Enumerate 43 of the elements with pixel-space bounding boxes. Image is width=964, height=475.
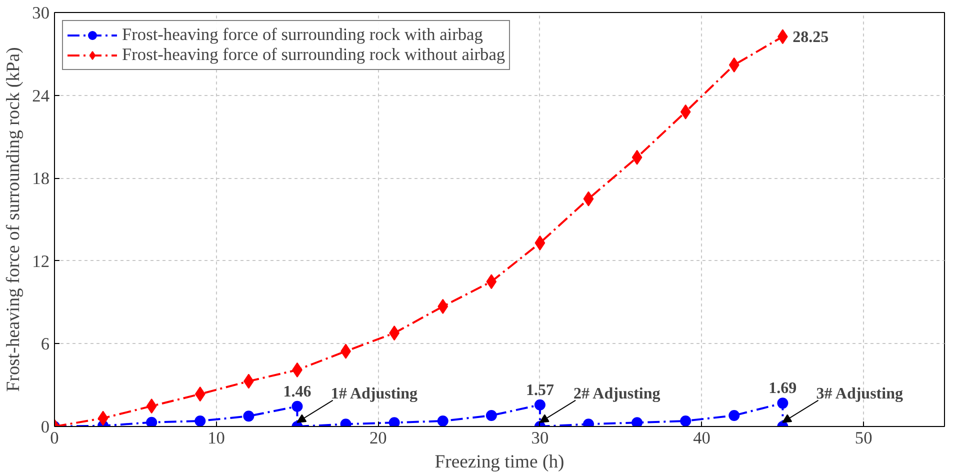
point bbox=[292, 400, 303, 412]
point bbox=[486, 410, 497, 421]
point bbox=[194, 415, 206, 426]
point bbox=[777, 398, 788, 409]
point bbox=[98, 410, 108, 426]
point bbox=[438, 298, 448, 314]
point bbox=[632, 150, 642, 165]
y-tick-label: 6 bbox=[40, 334, 50, 354]
point bbox=[534, 399, 546, 410]
point bbox=[388, 417, 400, 426]
x-tick-label: 10 bbox=[208, 428, 225, 448]
y-tick-label: 18 bbox=[32, 169, 50, 188]
point bbox=[680, 415, 692, 426]
x-tick-label: 40 bbox=[693, 428, 710, 448]
point bbox=[437, 415, 448, 426]
point bbox=[680, 104, 691, 120]
y-axis-title: Frost-heaving force of surrounding rock (kPa) bbox=[3, 47, 24, 392]
annotation: 3# Adjusting bbox=[816, 385, 903, 402]
point bbox=[728, 57, 740, 72]
point bbox=[146, 398, 157, 414]
point bbox=[486, 274, 497, 290]
x-tick-label: 50 bbox=[854, 428, 872, 448]
annotation: 1# Adjusting bbox=[330, 385, 418, 402]
annotation: 1.69 bbox=[768, 380, 797, 398]
x-axis-title: Freezing time (h) bbox=[434, 452, 564, 472]
annotation: 1.57 bbox=[526, 382, 554, 399]
x-tick-label: 20 bbox=[369, 428, 387, 448]
annotation: 2# Adjusting bbox=[574, 385, 660, 402]
point bbox=[146, 416, 158, 426]
legend-label: Frost-heaving force of surrounding rock with airbag bbox=[122, 25, 483, 45]
point bbox=[728, 410, 740, 421]
annotation: 1.46 bbox=[283, 383, 312, 400]
y-tick-label: 12 bbox=[32, 252, 50, 271]
point bbox=[194, 386, 206, 402]
annotation: 28.25 bbox=[792, 29, 829, 46]
x-tick-label: 30 bbox=[531, 428, 549, 448]
point bbox=[243, 410, 254, 422]
y-tick-label: 30 bbox=[32, 4, 50, 22]
point bbox=[632, 417, 643, 426]
legend-label: Frost-heaving force of surrounding rock without airbag bbox=[122, 45, 506, 65]
point bbox=[583, 191, 594, 206]
y-tick-label: 24 bbox=[32, 86, 50, 106]
point bbox=[534, 235, 546, 250]
